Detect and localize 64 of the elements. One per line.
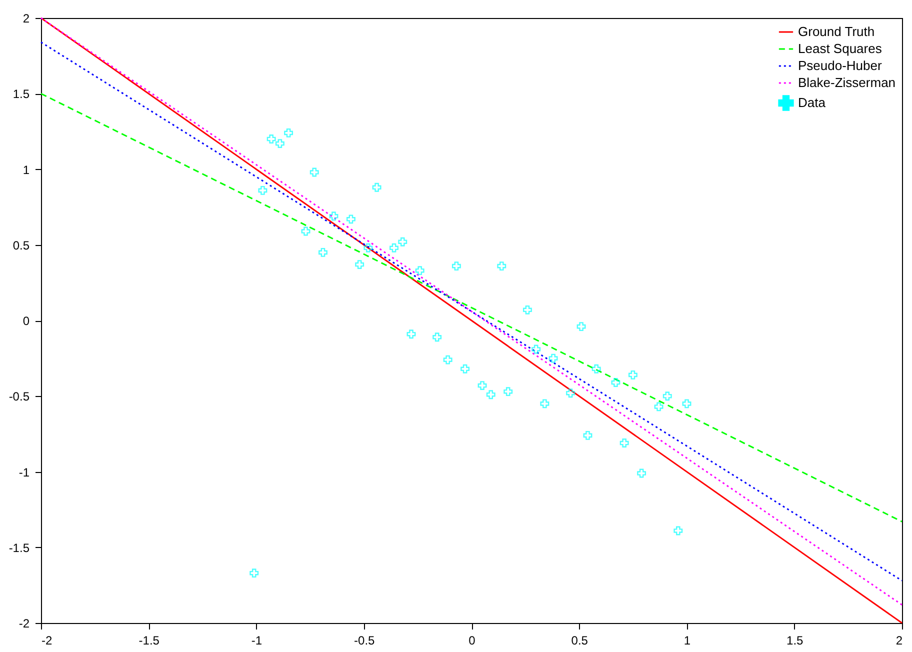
point <box>592 364 601 374</box>
point <box>266 134 276 144</box>
point <box>258 186 268 195</box>
x-tick-label: 0 <box>468 634 476 648</box>
y-tick-label: 0 <box>22 314 30 328</box>
legend-label: Ground Truth <box>798 24 875 39</box>
x-tick-label: -1.5 <box>138 634 160 648</box>
point <box>522 305 532 314</box>
point <box>301 226 310 236</box>
point <box>497 262 506 271</box>
legend-label: Data <box>798 95 826 110</box>
point <box>275 139 284 148</box>
x-tick-label: -1 <box>251 634 262 648</box>
point <box>504 387 513 396</box>
point <box>548 354 558 363</box>
point <box>372 182 382 192</box>
point <box>540 399 550 408</box>
x-tick-label: 2 <box>896 634 903 648</box>
point <box>406 330 416 339</box>
y-tick-label: 1.5 <box>12 87 30 102</box>
y-tick-label: -1 <box>18 465 30 480</box>
point <box>329 212 338 221</box>
point <box>460 364 470 374</box>
point <box>662 392 672 401</box>
point <box>478 381 487 390</box>
y-tick-label: 1 <box>22 162 30 177</box>
y-tick-label: -1.5 <box>8 540 30 555</box>
point <box>620 438 629 448</box>
point <box>390 243 398 252</box>
point <box>637 468 646 478</box>
point <box>452 262 461 271</box>
y-tick-label: -0.5 <box>8 390 30 404</box>
point <box>566 388 575 398</box>
point <box>583 430 592 440</box>
x-tick-label: -2 <box>42 634 52 648</box>
point <box>628 370 638 380</box>
legend-label: Pseudo-Huber <box>798 58 882 73</box>
point <box>443 355 452 364</box>
point <box>432 332 442 342</box>
y-tick-label: 2 <box>22 12 30 26</box>
point <box>611 378 620 387</box>
point <box>346 214 356 224</box>
point <box>532 344 541 354</box>
x-tick-label: -0.5 <box>354 634 376 648</box>
point <box>674 526 683 536</box>
point <box>682 399 692 408</box>
point <box>250 568 259 578</box>
y-tick-label: -2 <box>18 616 30 630</box>
point <box>318 248 328 257</box>
y-tick-label: 0.5 <box>12 238 30 252</box>
point <box>284 128 294 138</box>
x-tick-label: 0.5 <box>571 634 588 648</box>
point <box>355 260 364 270</box>
point <box>364 243 373 252</box>
legend-label: Least Squares <box>798 41 882 56</box>
point <box>576 322 586 332</box>
point <box>415 266 424 276</box>
point <box>310 168 319 177</box>
x-tick-label: 1 <box>684 634 691 648</box>
point <box>398 237 408 246</box>
x-tick-label: 1.5 <box>786 634 804 648</box>
point <box>654 402 664 412</box>
legend-label: Blake-Zisserman <box>798 75 896 90</box>
point <box>486 390 496 400</box>
